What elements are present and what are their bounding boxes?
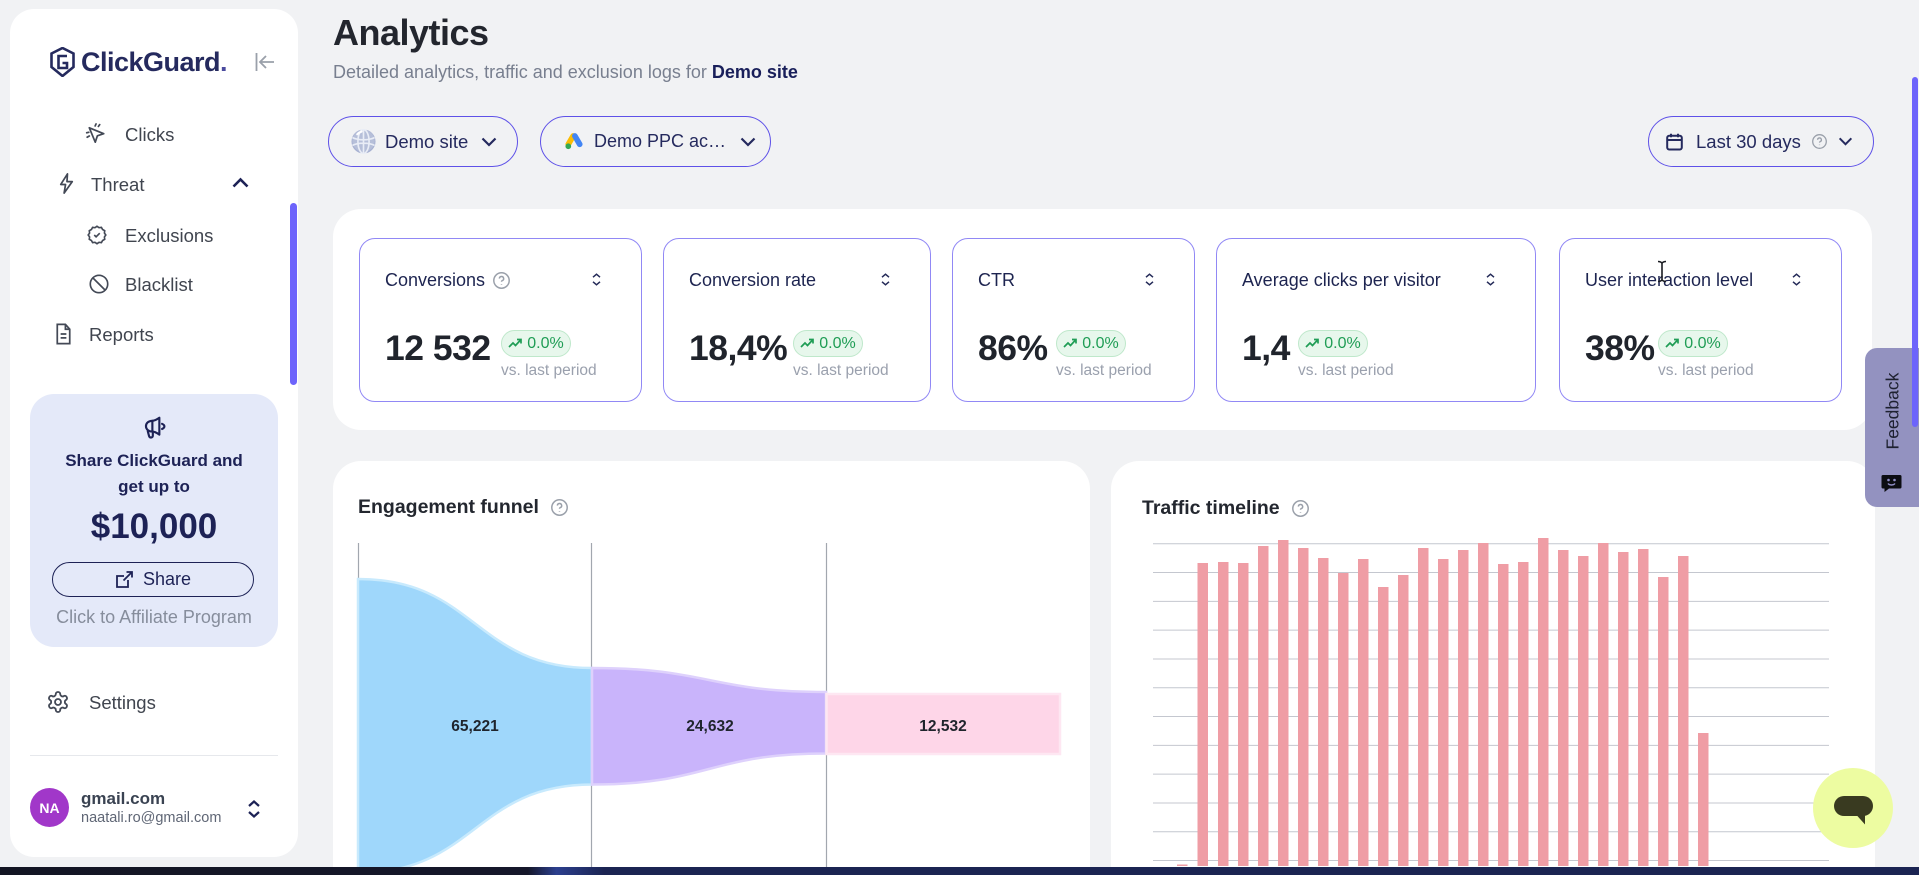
svg-text:12,532: 12,532: [919, 718, 966, 735]
svg-text:65,221: 65,221: [451, 718, 499, 735]
svg-text:24,632: 24,632: [686, 718, 733, 735]
